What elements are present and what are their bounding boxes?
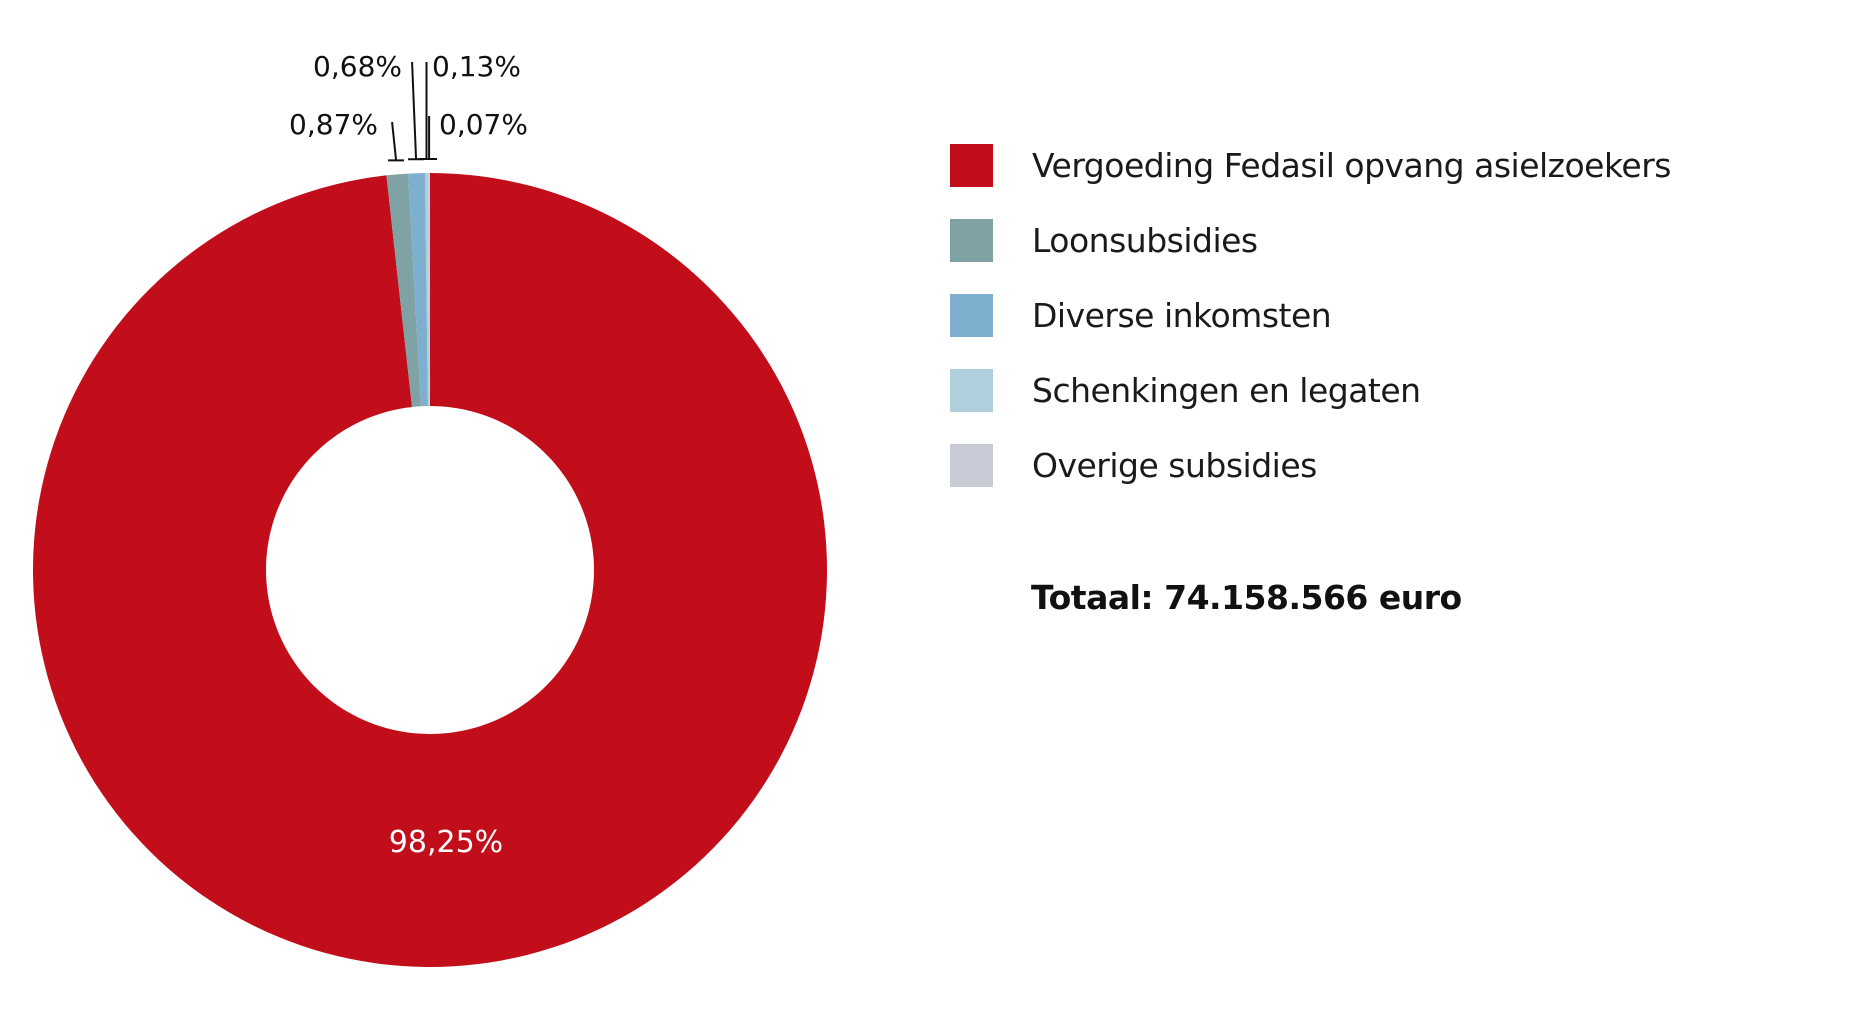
data-label: 0,07% <box>439 108 528 141</box>
legend-label: Diverse inkomsten <box>1032 296 1332 335</box>
legend-label: Loonsubsidies <box>1032 221 1258 260</box>
legend-item: Loonsubsidies <box>950 203 1671 278</box>
leader-line <box>411 61 418 160</box>
data-label: 98,25% <box>389 825 503 860</box>
legend-swatch <box>950 144 993 187</box>
legend: Vergoeding Fedasil opvang asielzoekers L… <box>950 128 1672 503</box>
legend-item: Vergoeding Fedasil opvang asielzoekers <box>950 128 1672 203</box>
legend-label: Vergoeding Fedasil opvang asielzoekers <box>1032 146 1672 185</box>
legend-swatch <box>950 444 993 487</box>
legend-label: Overige subsidies <box>1032 446 1317 485</box>
slice-3 <box>408 173 428 407</box>
total-annotation: Totaal: 74.158.566 euro <box>1031 578 1462 617</box>
legend-swatch <box>950 294 993 337</box>
slice-4 <box>425 173 430 407</box>
data-label: 0,87% <box>289 108 378 141</box>
slice-5 <box>428 173 430 407</box>
legend-swatch <box>950 369 993 412</box>
leader-line <box>391 121 398 161</box>
legend-item: Schenkingen en legaten <box>950 353 1671 428</box>
slice-1 <box>32 173 827 967</box>
slice-2 <box>386 173 421 407</box>
data-label: 0,68% <box>313 50 402 83</box>
donut-chart: 98,25% 0,87% 0,68% 0,13% 0,07% <box>32 50 827 967</box>
legend-label: Schenkingen en legaten <box>1032 371 1421 410</box>
legend-swatch <box>950 219 993 262</box>
legend-item: Overige subsidies <box>950 428 1671 503</box>
data-label: 0,13% <box>432 50 521 83</box>
legend-item: Diverse inkomsten <box>950 278 1671 353</box>
